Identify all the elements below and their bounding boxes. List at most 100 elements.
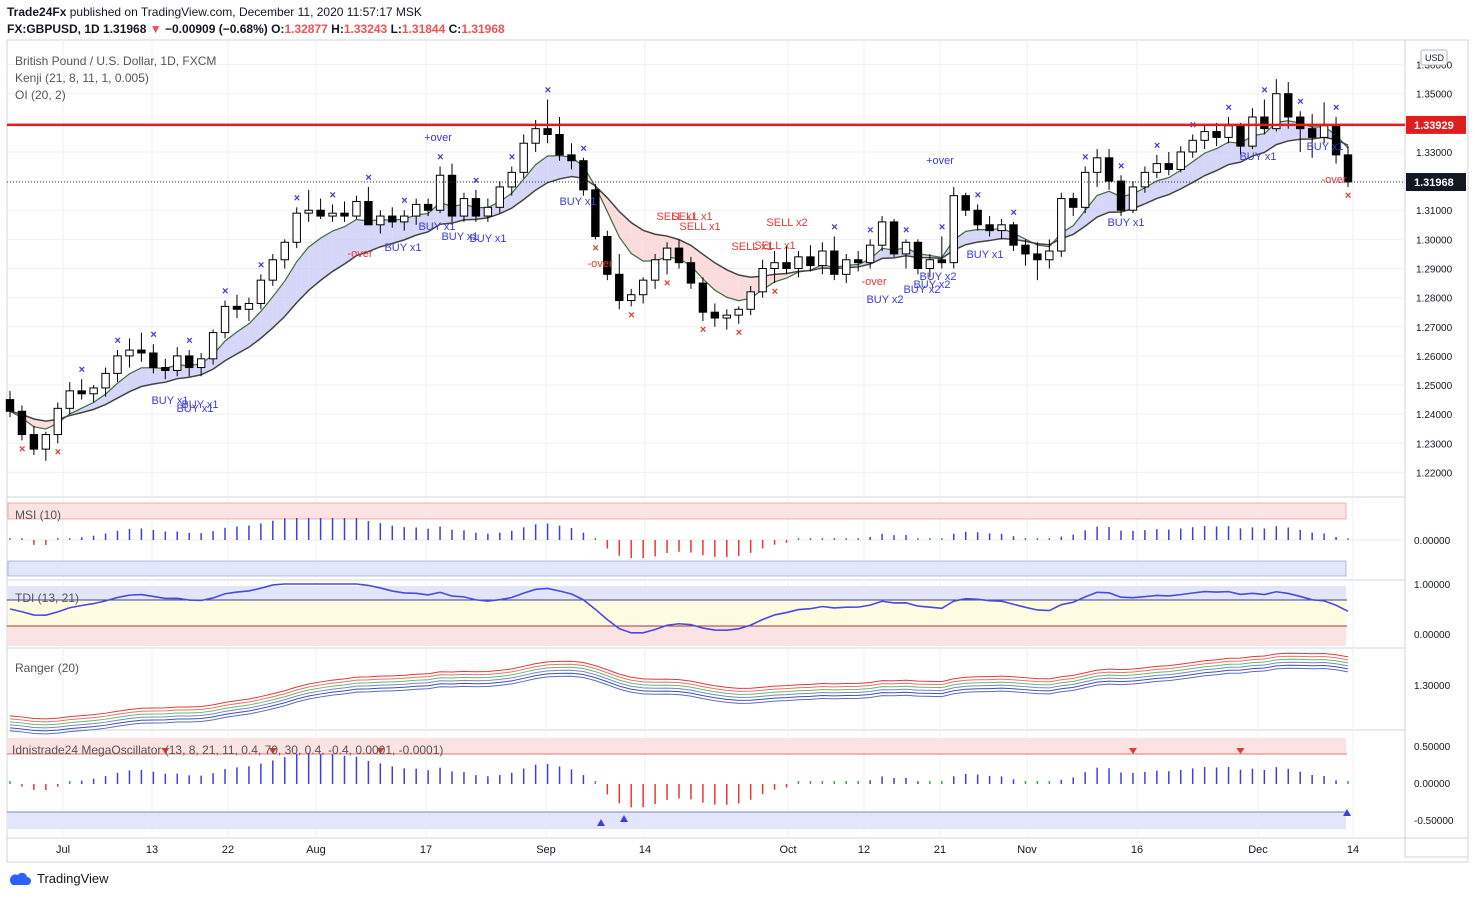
candle-body [722,314,731,319]
signal-cross: × [115,335,121,347]
mega-axis-label: -0.50000 [1414,816,1454,827]
signal-cross: × [330,189,336,201]
candle-body [507,171,516,188]
candle-body [89,387,98,395]
signal-label: SELL x1 [754,240,795,252]
high-label: H: [331,22,344,36]
candle-body [495,186,505,208]
candle-body [1284,93,1293,118]
kenji-cloud-segment [559,155,572,179]
signal-label: SELL x1 [671,211,712,223]
kenji-cloud-segment [416,213,429,236]
candle-body [125,349,134,357]
signal-cross: × [437,152,443,164]
candle-body [830,250,839,275]
msi-upper-band [7,502,1347,520]
time-tick-label: Jul [56,844,70,856]
kenji-cloud-segment [547,155,560,183]
price-tick-label: 1.24000 [1416,410,1453,421]
last-price-label: 1.31968 [1414,177,1454,189]
msi-axis-label: 0.00000 [1414,536,1451,547]
candle-body [304,209,313,214]
kenji-cloud-segment [33,418,46,430]
signal-label: BUY x1 [441,231,478,243]
candle-body [256,279,266,304]
candle-body [149,352,158,369]
candle-body [1033,253,1042,261]
signal-cross: × [222,286,228,298]
price-tick-label: 1.33000 [1416,148,1453,159]
price-tick-label: 1.35000 [1416,90,1453,101]
signal-label: SELL x2 [766,217,807,229]
signal-cross: × [365,172,371,184]
candle-body [244,302,254,310]
candle-body [1045,250,1054,261]
change-value: −0.00909 (−0.68%) [165,22,268,36]
candle-body [280,241,289,261]
candle-body [41,434,51,450]
close-value: 1.31968 [461,22,505,36]
mega-axis-label: 0.00000 [1414,779,1451,790]
candle-body [901,241,911,255]
signal-cross: × [1082,152,1088,164]
signal-label: BUY x1 [469,233,506,245]
candle-body [101,372,110,389]
kenji-cloud-segment [248,311,261,348]
time-tick-label: 16 [1131,844,1143,856]
candle-body [459,198,469,217]
mega-lower-band [8,812,1346,829]
candle-body [615,273,624,302]
candle-body [65,390,74,409]
kenji-cloud-segment [1228,142,1241,165]
candle-body [1057,198,1066,252]
time-tick-label: 13 [146,844,158,856]
candle-body [710,311,720,319]
kenji-cloud-segment [356,219,369,256]
legend-main: British Pound / U.S. Dollar, 1D, FXCM [15,54,217,68]
mega-sell-triangle [1128,748,1137,754]
kenji-cloud-segment [284,261,297,317]
candle-body [818,250,827,267]
kenji-cloud-segment [368,219,381,252]
candle-body [1296,116,1305,130]
price-tick-label: 1.27000 [1416,323,1453,334]
time-tick-label: Aug [306,844,326,856]
signal-cross: × [401,195,407,207]
kenji-cloud-segment [1264,122,1277,153]
signal-label: SELL x1 [731,241,772,253]
tradingview-brand[interactable]: TradingView [8,871,109,886]
ranger-line [9,661,1349,729]
candle-body [423,203,433,211]
signal-label: BUY x1 [1239,151,1276,163]
time-tick-label: 17 [420,844,432,856]
close-label: C: [448,22,462,36]
kenji-cloud-segment [1097,191,1110,218]
tdi-lower-band [8,626,1346,646]
currency-badge [1420,49,1448,66]
time-tick-label: 21 [934,844,946,856]
price-tick-label: 1.25000 [1416,381,1453,392]
candle-body [674,247,684,264]
candle-body [161,367,170,371]
candle-body [173,355,182,371]
signal-label: SELL x1 [656,211,697,223]
kenji-cloud-segment [260,296,273,339]
kenji-fast-line [9,120,1349,430]
signal-label: BUY x2 [919,271,956,283]
signal-cross: × [294,192,300,204]
signal-cross: × [79,364,85,376]
candle-body [1307,128,1317,138]
signal-label: BUY x1 [1107,217,1144,229]
kenji-cloud-segment [690,245,703,279]
mega-sell-triangle [1236,748,1245,754]
ranger-line [9,664,1349,732]
kenji-cloud-segment [117,373,130,399]
candle-body [137,349,146,354]
price-tick-label: 1.30000 [1416,235,1453,246]
kenji-cloud-segment [141,367,154,387]
candle-body [1176,151,1185,170]
candle-body [113,355,122,374]
low-value: 1.31844 [401,22,446,36]
candle-body [686,262,696,284]
